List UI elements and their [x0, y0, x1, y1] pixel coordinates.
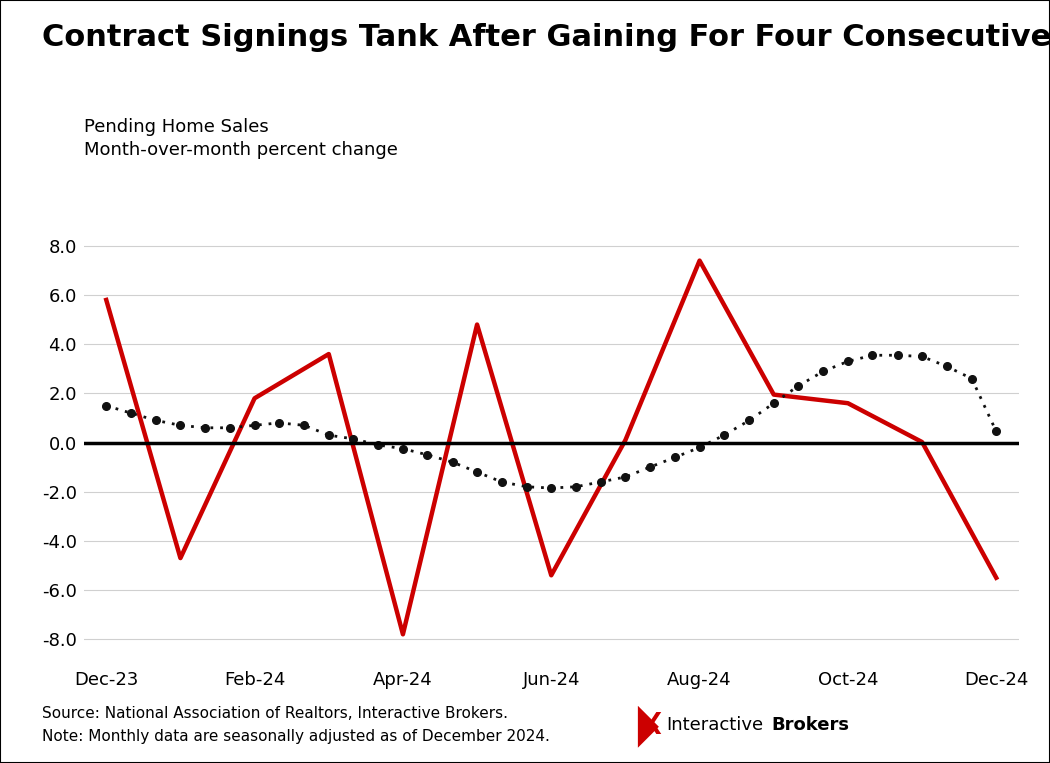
- Text: Contract Signings Tank After Gaining For Four Consecutive Months: Contract Signings Tank After Gaining For…: [42, 23, 1050, 52]
- Text: Source: National Association of Realtors, Interactive Brokers.: Source: National Association of Realtors…: [42, 706, 508, 721]
- Text: Pending Home Sales: Pending Home Sales: [84, 118, 269, 137]
- Text: Brokers: Brokers: [772, 716, 849, 734]
- Text: Note: Monthly data are seasonally adjusted as of December 2024.: Note: Monthly data are seasonally adjust…: [42, 729, 550, 744]
- Text: Interactive: Interactive: [667, 716, 764, 734]
- Polygon shape: [638, 706, 659, 748]
- Text: ❮: ❮: [646, 712, 665, 734]
- Text: Month-over-month percent change: Month-over-month percent change: [84, 141, 398, 159]
